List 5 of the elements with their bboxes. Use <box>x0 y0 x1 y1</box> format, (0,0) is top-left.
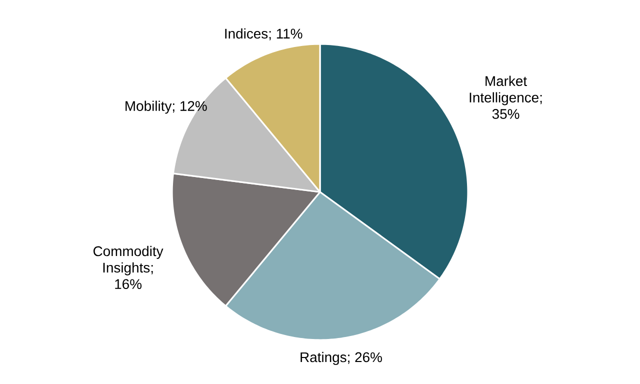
slice-label: Mobility; 12% <box>126 100 207 114</box>
slice-label: Commodity Insights; 16% <box>93 246 164 290</box>
slice-label: Ratings; 26% <box>300 352 382 365</box>
slice-label: Indices; 11% <box>225 28 302 40</box>
slice-label: Market Intelligence; 35% <box>470 76 542 119</box>
